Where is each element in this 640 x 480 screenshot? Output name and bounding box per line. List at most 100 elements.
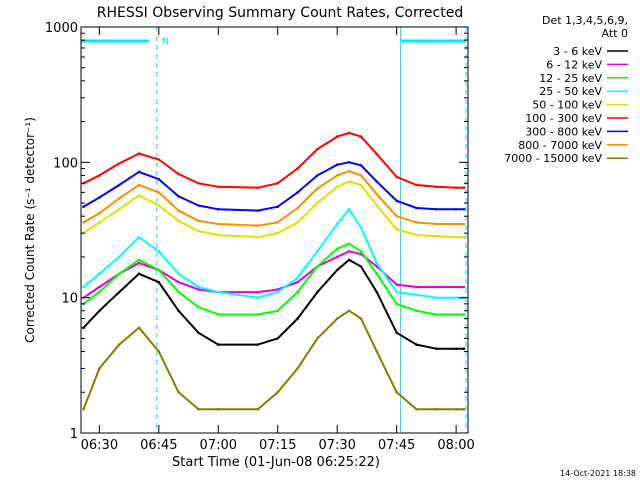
series-5-point [296,167,299,170]
series-8-point [454,407,458,411]
series-4-point [454,235,458,239]
series-5-point [359,135,363,138]
series-7-point [335,174,339,177]
series-3-point [316,250,319,253]
series-0-point [335,268,339,272]
series-6-point [335,163,339,166]
series-4-point [359,183,363,187]
series-7-point [98,212,101,215]
series-5-point [276,182,280,185]
series-6-point [347,161,351,164]
x-tick-label: 07:45 [378,438,415,453]
series-2-point [276,309,280,313]
series-2-point [137,258,141,262]
series-0-point [375,290,379,294]
series-4-point [177,219,180,223]
series-0-point [276,337,280,340]
series-7-point [137,183,141,187]
series-0-point [415,343,418,346]
series-5-point [316,147,319,151]
series-0-point [435,347,438,351]
series-0-point [197,331,200,335]
series-6-point [454,208,458,211]
series-2-point [296,290,299,294]
series-8-point [335,317,339,320]
series-4-point [395,228,399,231]
series-4-point [462,235,466,239]
series-7-point [395,214,399,218]
series-6-point [217,208,220,211]
series-8-point [415,407,418,411]
series-1-point [98,285,101,289]
series-2-point [415,309,418,313]
series-5-point [415,183,418,187]
series-5-point [256,186,260,189]
series-6-point [137,170,141,174]
night-flag-label: N [162,37,169,47]
axis-layer: 06:30 06:45 07:00 07:15 07:30 07:45 08:00 1 10 10… [45,21,475,453]
series-line-8 [82,309,464,411]
series-3-point [395,290,399,294]
series-0-point [454,347,458,351]
x-tick-label: 07:00 [200,438,237,453]
series-5-point [435,185,438,189]
series-3-point [359,226,363,229]
x-axis-label: Start Time (01-Jun-08 06:25:22) [172,455,380,470]
y-tick-label: 1000 [45,21,78,36]
series-0-point [217,343,220,346]
series-8-point [347,309,351,313]
legend-label-7: 800 - 7000 keV [518,139,602,152]
x-tick-label: 07:30 [318,438,355,453]
series-2-point [177,290,180,294]
series-2-point [217,313,220,316]
series-line-4 [82,180,464,239]
series-2-point [335,247,339,250]
series-1-point [435,285,438,289]
series-8-point [296,367,299,370]
series-8-point [256,407,260,411]
series-5-point [335,135,339,138]
series-2-point [197,305,200,309]
series-1-point [415,285,418,289]
series-0-point [177,309,180,313]
series-line-7 [83,170,464,227]
series-6-point [82,205,85,208]
series-4-point [117,208,121,211]
series-0-point [296,317,299,320]
series-5-point [462,186,466,189]
series-2-point [395,302,399,306]
y-tick-label: 100 [53,156,78,171]
series-6-point [415,206,418,210]
series-8-point [462,407,466,411]
series-0-point [462,347,466,351]
series-3-point [157,250,161,253]
series-4-point [256,235,260,239]
legend-label-2: 12 - 25 keV [539,72,602,85]
series-6-point [197,204,200,207]
series-4-point [335,185,339,189]
series-7-point [462,222,466,226]
chart-title: RHESSI Observing Summary Count Rates, Co… [97,5,463,21]
series-4-point [316,201,319,205]
series-1-point [395,283,399,286]
series-0-point [157,280,161,284]
series-7-point [375,193,379,196]
series-4-point [347,180,351,183]
series-3-point [98,272,101,276]
series-2-point [117,272,121,276]
series-4-point [157,204,161,207]
series-5-point [375,152,379,156]
series-8-point [316,337,319,340]
series-4-point [435,234,438,238]
series-7-point [157,191,161,194]
series-6-point [296,191,299,194]
series-0-point [117,290,121,294]
series-5-point [347,131,351,135]
legend-label-6: 300 - 800 keV [525,125,602,138]
series-5-point [454,186,458,189]
series-3-point [335,222,339,226]
series-7-point [415,221,418,224]
